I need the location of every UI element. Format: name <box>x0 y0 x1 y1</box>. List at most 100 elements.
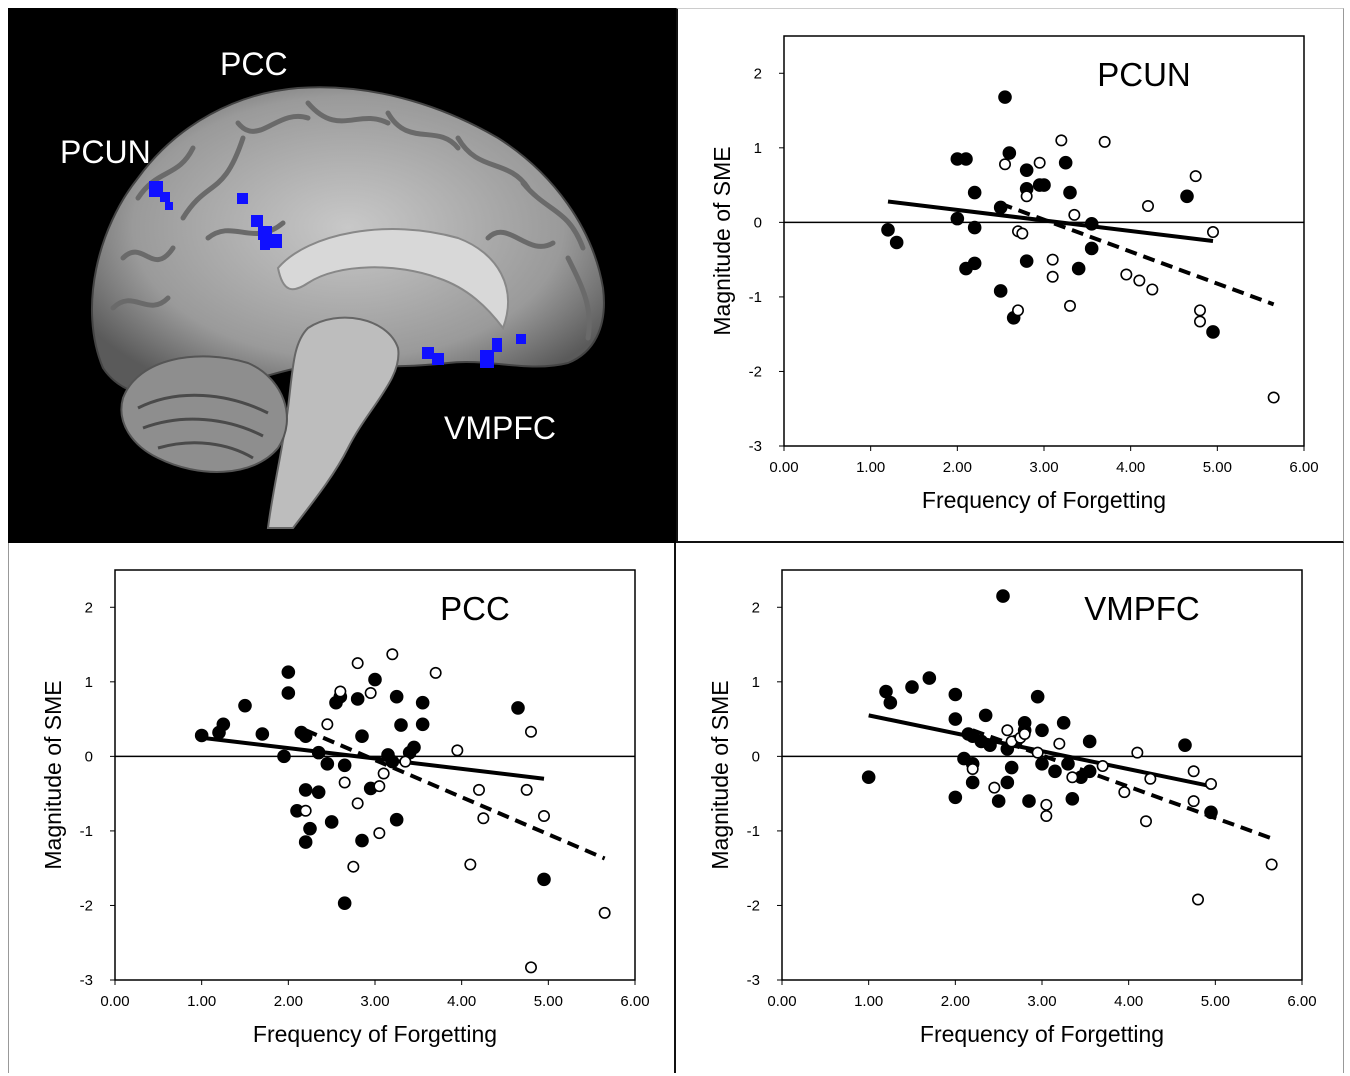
y-tick-label: 2 <box>752 599 760 616</box>
filled-data-point <box>996 589 1010 603</box>
filled-data-point <box>277 749 291 764</box>
open-data-point <box>1206 226 1219 239</box>
open-data-point <box>1040 809 1053 822</box>
open-data-point <box>998 158 1011 171</box>
y-tick-label: -1 <box>747 823 760 840</box>
open-data-point <box>347 860 360 873</box>
filled-data-point <box>922 671 937 685</box>
y-tick-label: -1 <box>80 823 93 840</box>
filled-data-point <box>889 235 904 250</box>
y-tick-label: -3 <box>747 972 760 989</box>
open-data-point <box>1040 798 1053 811</box>
y-tick-label: 0 <box>752 748 760 765</box>
filled-data-point <box>959 261 973 276</box>
filled-data-point <box>298 835 313 849</box>
open-data-point <box>1018 728 1031 741</box>
filled-data-point <box>883 695 898 710</box>
open-data-point <box>464 858 477 871</box>
filled-data-point <box>905 680 919 694</box>
open-data-point <box>1033 156 1046 169</box>
x-tick-label: 5.00 <box>1203 459 1232 476</box>
open-data-point <box>373 780 386 793</box>
filled-data-point <box>1178 738 1192 752</box>
open-data-point <box>1011 304 1024 317</box>
filled-data-point <box>216 717 231 732</box>
x-tick-label: 3.00 <box>1027 993 1056 1010</box>
open-data-point <box>1063 299 1076 312</box>
open-data-point <box>1046 253 1059 266</box>
x-tick-label: 0.00 <box>100 993 129 1010</box>
y-tick-label: 1 <box>85 674 93 691</box>
open-data-point <box>451 744 464 757</box>
cerebellum-folia <box>137 393 269 460</box>
filled-data-point <box>1206 325 1220 339</box>
open-data-point <box>1204 777 1217 790</box>
filled-data-point <box>879 684 893 699</box>
filled-data-point <box>959 152 973 166</box>
x-tick-label: 1.00 <box>856 459 885 476</box>
filled-data-point <box>255 727 270 741</box>
filled-data-point <box>1035 723 1049 738</box>
filled-data-point <box>311 785 326 799</box>
filled-data-point <box>1071 261 1086 276</box>
filled-data-point <box>1180 189 1194 204</box>
open-data-point <box>520 783 533 796</box>
filled-data-point <box>1000 775 1015 790</box>
open-data-point <box>1053 737 1066 750</box>
x-axis-label: Frequency of Forgetting <box>920 1021 1164 1047</box>
x-tick-label: 4.00 <box>1114 993 1143 1010</box>
x-axis-label: Frequency of Forgetting <box>253 1021 497 1047</box>
filled-data-point <box>1056 716 1071 730</box>
x-tick-label: 6.00 <box>1287 993 1316 1010</box>
open-data-point <box>1193 315 1206 328</box>
filled-data-point <box>1063 185 1077 200</box>
filled-data-point <box>1204 805 1218 820</box>
filled-data-point <box>537 872 551 887</box>
open-data-point <box>1187 795 1200 808</box>
brain-label-vmpfc: VMPFC <box>444 410 556 446</box>
trendline-dashed <box>971 728 1273 841</box>
filled-data-point <box>1084 217 1099 231</box>
filled-data-point <box>303 821 317 836</box>
x-tick-label: 2.00 <box>274 993 303 1010</box>
brain-sagittal-image <box>91 86 605 529</box>
filled-data-point <box>194 728 209 743</box>
filled-data-point <box>948 687 963 702</box>
filled-data-point <box>1002 146 1017 160</box>
filled-data-point <box>978 708 993 723</box>
filled-data-point <box>1084 241 1099 256</box>
y-tick-label: 1 <box>754 140 762 157</box>
y-tick-label: 2 <box>754 65 762 82</box>
filled-data-point <box>394 718 408 732</box>
corpus-callosum <box>276 228 509 331</box>
open-data-point <box>1141 199 1154 212</box>
open-data-point <box>1020 190 1033 203</box>
open-data-point <box>351 657 364 670</box>
x-tick-label: 5.00 <box>1201 993 1230 1010</box>
open-data-point <box>1191 893 1204 906</box>
open-data-point <box>1146 283 1159 296</box>
filled-data-point <box>298 783 313 797</box>
activation-vmpfc <box>422 347 434 359</box>
filled-data-point <box>1082 764 1097 779</box>
filled-data-point <box>998 90 1012 104</box>
open-data-point <box>1193 304 1206 317</box>
filled-data-point <box>407 740 421 755</box>
x-tick-label: 1.00 <box>187 993 216 1010</box>
open-data-point <box>1068 208 1081 221</box>
trendline-solid <box>887 199 1214 243</box>
open-data-point <box>334 685 347 698</box>
filled-data-point <box>983 738 997 752</box>
open-data-point <box>988 781 1001 794</box>
filled-data-point <box>1037 178 1051 192</box>
open-data-point <box>386 648 399 661</box>
x-tick-label: 2.00 <box>941 993 970 1010</box>
open-data-point <box>1098 135 1111 148</box>
filled-data-point <box>281 686 296 700</box>
filled-data-point <box>948 712 963 726</box>
y-tick-label: -2 <box>80 897 93 914</box>
y-axis-label: Magnitude of SME <box>40 680 66 869</box>
open-data-point <box>1120 268 1133 281</box>
trendline-dashed <box>304 728 606 861</box>
trendline-solid <box>201 735 545 781</box>
